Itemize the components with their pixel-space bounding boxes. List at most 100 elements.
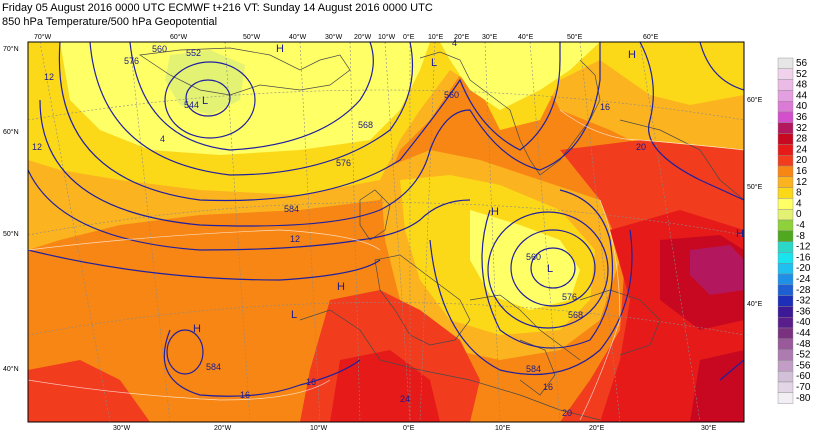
lon-label: 10°E — [428, 33, 444, 41]
colorbar-label: -56 — [796, 360, 811, 371]
colorbar-label: 16 — [796, 166, 808, 177]
colorbar-swatch — [777, 111, 794, 124]
colorbar-label: 40 — [796, 101, 808, 112]
colorbar-label: 0 — [796, 209, 802, 220]
contour-label: 568 — [358, 120, 373, 130]
colorbar-label: 36 — [796, 112, 808, 123]
contour-label: 584 — [526, 364, 541, 374]
colorbar-swatch — [777, 349, 794, 361]
colorbar-label: 12 — [796, 177, 808, 188]
colorbar-swatch — [777, 187, 794, 199]
contour-label: 24 — [400, 394, 410, 404]
colorbar-swatch — [777, 133, 794, 145]
pressure-center-low: L — [431, 57, 437, 69]
lat-label: 60°N — [3, 128, 19, 136]
contour-label: 4 — [452, 38, 457, 48]
colorbar-swatch — [777, 317, 794, 329]
colorbar-label: -20 — [796, 263, 811, 274]
lat-label: 70°N — [3, 45, 19, 53]
lon-label: 0°E — [403, 424, 415, 432]
colorbar-swatch — [777, 176, 794, 188]
contour-label: 12 — [290, 234, 300, 244]
colorbar-swatch — [777, 381, 794, 394]
colorbar-swatch — [777, 79, 794, 91]
colorbar-label: -28 — [796, 285, 811, 296]
colorbar-swatch — [777, 90, 794, 102]
contour-label: 560 — [152, 44, 167, 54]
contour-value-labels: 552 544 560 568 576 584 576 568 560 584 … — [32, 38, 646, 418]
temp-band-20-w — [28, 360, 150, 422]
colorbar-swatch — [777, 154, 794, 167]
pressure-center-high: H — [276, 43, 284, 55]
temp-band-4-central — [470, 210, 580, 310]
contour-label: 576 — [562, 292, 577, 302]
colorbar-swatch — [777, 371, 794, 383]
colorbar-label: 20 — [796, 155, 808, 166]
colorbar-label: 44 — [796, 90, 808, 101]
lon-label: 40°E — [518, 33, 534, 41]
colorbar-swatch — [777, 165, 794, 178]
lon-label: 40°W — [289, 33, 307, 41]
contour-label: 584 — [206, 362, 221, 372]
lon-label: 60°W — [170, 33, 188, 41]
lon-label: 30°E — [482, 33, 498, 41]
contour-label: 16 — [240, 390, 250, 400]
lon-label: 30°E — [701, 424, 717, 432]
contour-label: 568 — [568, 310, 583, 320]
pressure-centers: H H L L H H L L H H — [193, 43, 744, 335]
contour-label: 16 — [306, 377, 316, 387]
lon-label: 0°E — [403, 33, 415, 41]
colorbar-swatch — [777, 122, 794, 134]
temp-band-0 — [165, 50, 245, 115]
lat-label: 40°E — [747, 300, 763, 308]
pressure-center-low: L — [547, 263, 553, 275]
top-longitude-labels: 70°W 60°W 50°W 40°W 30°W 20°W 10°W 0°E 1… — [34, 33, 659, 41]
pressure-center-high: H — [628, 49, 636, 61]
colorbar-label: -60 — [796, 371, 811, 382]
colorbar-label: -52 — [796, 350, 811, 361]
lon-label: 20°W — [214, 424, 232, 432]
left-latitude-labels: 70°N 60°N 50°N 40°N — [3, 45, 19, 373]
colorbar-swatch — [777, 198, 794, 210]
contour-label: 16 — [543, 382, 553, 392]
colorbar-label: 32 — [796, 123, 808, 134]
graticule — [28, 42, 744, 422]
temp-band-28-b — [690, 350, 744, 422]
lon-label: 30°W — [325, 33, 343, 41]
lon-label: 70°W — [34, 33, 52, 41]
colorbar-label: -12 — [796, 242, 811, 253]
colorbar-label: -44 — [796, 328, 811, 339]
colorbar-swatch — [777, 219, 794, 232]
colorbar-swatch — [777, 230, 794, 242]
temperature-colorbar: 565248444036322824201612840-4-8-12-16-20… — [777, 57, 811, 404]
colorbar-label: -48 — [796, 339, 811, 350]
colorbar-swatch — [777, 263, 794, 275]
colorbar-label: -8 — [796, 231, 805, 242]
contour-label: 12 — [44, 72, 54, 82]
map-frame — [27, 41, 745, 423]
lon-label: 60°E — [643, 33, 659, 41]
colorbar-label: 56 — [796, 58, 808, 69]
colorbar-swatch — [777, 252, 794, 264]
colorbar-label: -4 — [796, 220, 805, 231]
colorbar-label: -40 — [796, 317, 811, 328]
colorbar-label: 28 — [796, 134, 808, 145]
colorbar-swatch — [777, 144, 794, 156]
lon-label: 10°W — [378, 33, 396, 41]
colorbar-swatch — [777, 327, 794, 340]
lon-label: 10°W — [310, 424, 328, 432]
colorbar-label: -16 — [796, 252, 811, 263]
temp-band-32 — [690, 245, 744, 295]
coastlines — [139, 47, 744, 421]
colorbar-label: 52 — [796, 69, 808, 80]
lon-label: 20°W — [354, 33, 372, 41]
geopotential-contours — [28, 42, 744, 397]
lon-label: 50°W — [243, 33, 261, 41]
pressure-center-low: L — [202, 95, 208, 107]
colorbar-label: -70 — [796, 382, 811, 393]
colorbar-label: 48 — [796, 80, 808, 91]
colorbar-label: -24 — [796, 274, 811, 285]
header-line-2: 850 hPa Temperature/500 hPa Geopotential — [2, 16, 218, 28]
pressure-center-high: H — [491, 206, 499, 218]
